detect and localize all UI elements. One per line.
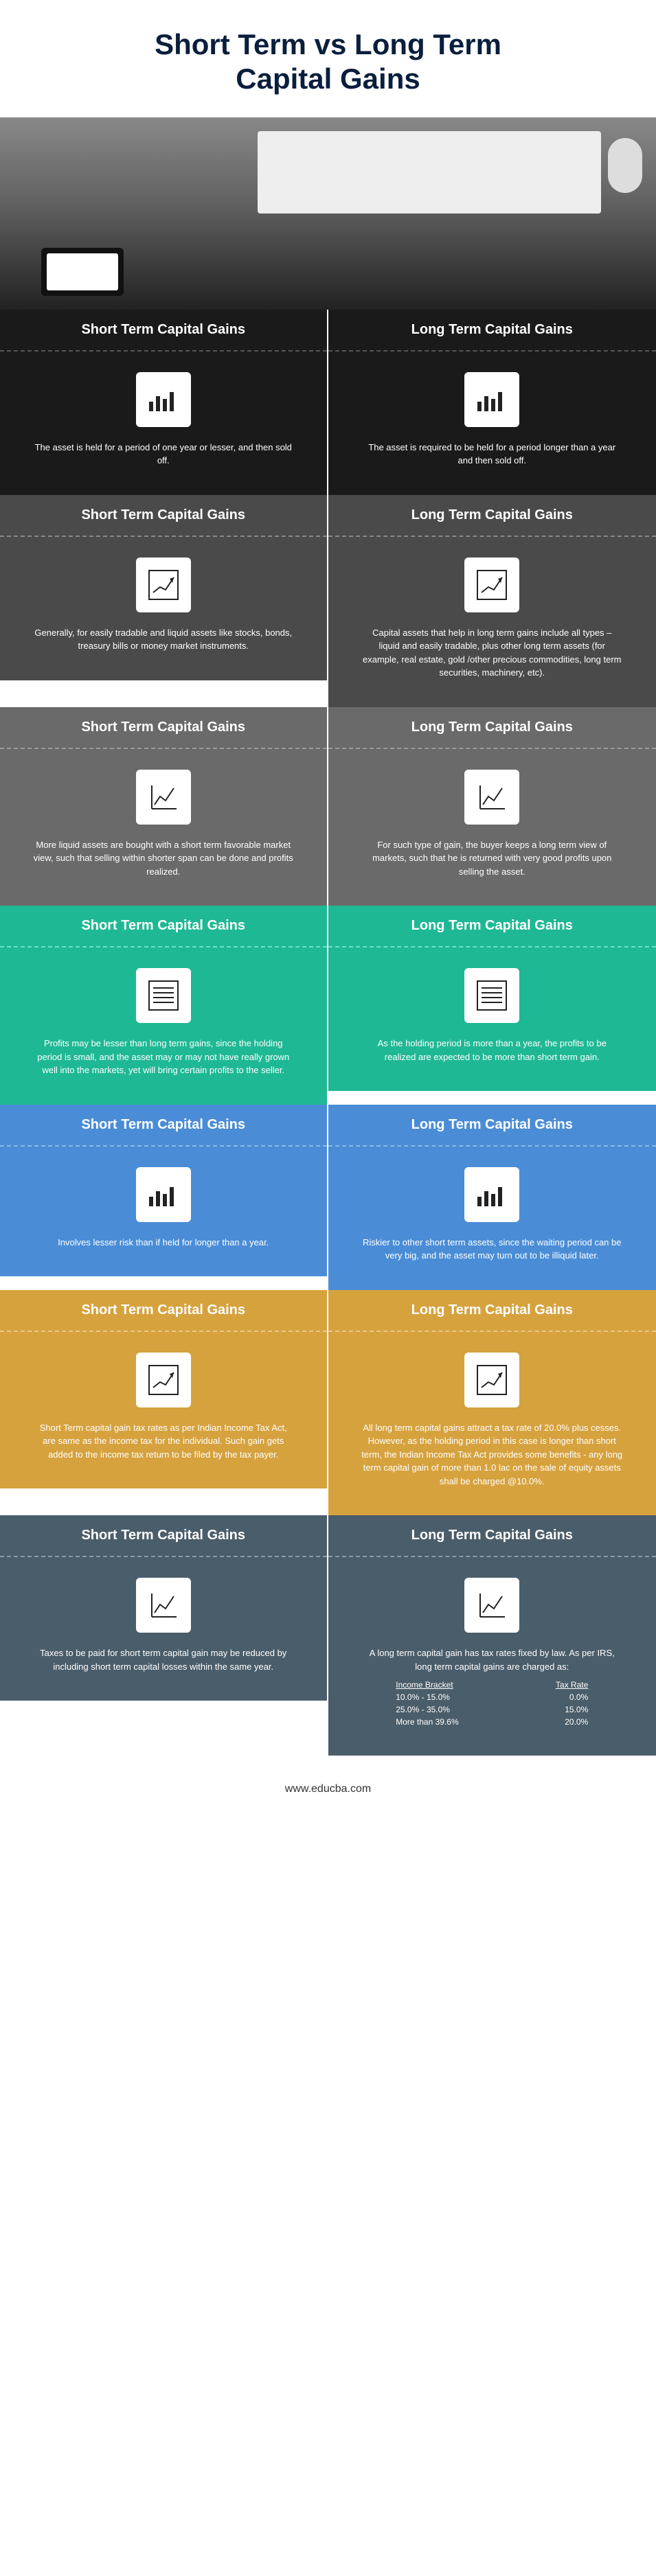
title-line-1: Short Term vs Long Term <box>155 28 501 60</box>
title-line-2: Capital Gains <box>236 62 420 95</box>
short-desc-4: Involves lesser risk than if held for lo… <box>33 1236 294 1250</box>
page-title: Short Term vs Long Term Capital Gains <box>14 27 642 97</box>
mouse-graphic <box>608 138 642 193</box>
section-6-header-row: Short Term Capital Gains Long Term Capit… <box>0 1515 656 1557</box>
long-header-4: Long Term Capital Gains <box>328 1105 656 1147</box>
section-0-body-row: The asset is held for a period of one ye… <box>0 352 656 495</box>
icon-bars <box>464 1167 519 1222</box>
long-desc-4: Riskier to other short term assets, sinc… <box>361 1236 622 1263</box>
hero-image <box>0 117 656 310</box>
short-header-1: Short Term Capital Gains <box>0 495 327 537</box>
short-desc-2: More liquid assets are bought with a sho… <box>33 838 294 879</box>
section-5-header-row: Short Term Capital Gains Long Term Capit… <box>0 1290 656 1332</box>
icon-lineup <box>464 1353 519 1407</box>
section-3-header-row: Short Term Capital Gains Long Term Capit… <box>0 906 656 947</box>
section-0-header-row: Short Term Capital Gains Long Term Capit… <box>0 310 656 352</box>
icon-chart <box>136 770 191 825</box>
long-desc-5: All long term capital gains attract a ta… <box>361 1421 622 1488</box>
keyboard-graphic <box>258 131 601 214</box>
long-desc-6: A long term capital gain has tax rates f… <box>361 1646 622 1728</box>
section-4-body-row: Involves lesser risk than if held for lo… <box>0 1147 656 1290</box>
icon-lineup <box>464 557 519 612</box>
icon-lineup <box>136 1353 191 1407</box>
short-header-4: Short Term Capital Gains <box>0 1105 327 1147</box>
icon-chart <box>136 1578 191 1633</box>
footer-url: www.educba.com <box>285 1783 371 1795</box>
section-1-body-row: Generally, for easily tradable and liqui… <box>0 537 656 707</box>
short-desc-3: Profits may be lesser than long term gai… <box>33 1037 294 1077</box>
short-header-5: Short Term Capital Gains <box>0 1290 327 1332</box>
icon-bars <box>136 1167 191 1222</box>
short-header-3: Short Term Capital Gains <box>0 906 327 947</box>
long-header-5: Long Term Capital Gains <box>328 1290 656 1332</box>
page-header: Short Term vs Long Term Capital Gains <box>0 0 656 117</box>
section-1-header-row: Short Term Capital Gains Long Term Capit… <box>0 495 656 537</box>
short-header-2: Short Term Capital Gains <box>0 707 327 749</box>
section-2-body-row: More liquid assets are bought with a sho… <box>0 749 656 906</box>
short-desc-5: Short Term capital gain tax rates as per… <box>33 1421 294 1462</box>
section-6-body-row: Taxes to be paid for short term capital … <box>0 1557 656 1756</box>
icon-chart <box>464 770 519 825</box>
tax-table: Income BracketTax Rate10.0% - 15.0%0.0%2… <box>361 1679 622 1728</box>
long-header-3: Long Term Capital Gains <box>328 906 656 947</box>
section-3-body-row: Profits may be lesser than long term gai… <box>0 947 656 1105</box>
phone-graphic <box>41 248 124 296</box>
long-desc-2: For such type of gain, the buyer keeps a… <box>361 838 622 879</box>
section-2-header-row: Short Term Capital Gains Long Term Capit… <box>0 707 656 749</box>
long-desc-0: The asset is required to be held for a p… <box>361 441 622 468</box>
icon-lineup <box>136 557 191 612</box>
icon-lines <box>136 968 191 1023</box>
long-header-6: Long Term Capital Gains <box>328 1515 656 1557</box>
short-desc-0: The asset is held for a period of one ye… <box>33 441 294 468</box>
short-header-6: Short Term Capital Gains <box>0 1515 327 1557</box>
long-desc-1: Capital assets that help in long term ga… <box>361 626 622 680</box>
short-header-0: Short Term Capital Gains <box>0 310 327 352</box>
footer: www.educba.com <box>0 1756 656 1823</box>
long-header-1: Long Term Capital Gains <box>328 495 656 537</box>
short-desc-6: Taxes to be paid for short term capital … <box>33 1646 294 1673</box>
long-desc-3: As the holding period is more than a yea… <box>361 1037 622 1063</box>
icon-lines <box>464 968 519 1023</box>
long-header-0: Long Term Capital Gains <box>328 310 656 352</box>
icon-chart <box>464 1578 519 1633</box>
short-desc-1: Generally, for easily tradable and liqui… <box>33 626 294 653</box>
section-5-body-row: Short Term capital gain tax rates as per… <box>0 1332 656 1516</box>
section-4-header-row: Short Term Capital Gains Long Term Capit… <box>0 1105 656 1147</box>
icon-bars <box>136 372 191 427</box>
long-header-2: Long Term Capital Gains <box>328 707 656 749</box>
icon-bars <box>464 372 519 427</box>
